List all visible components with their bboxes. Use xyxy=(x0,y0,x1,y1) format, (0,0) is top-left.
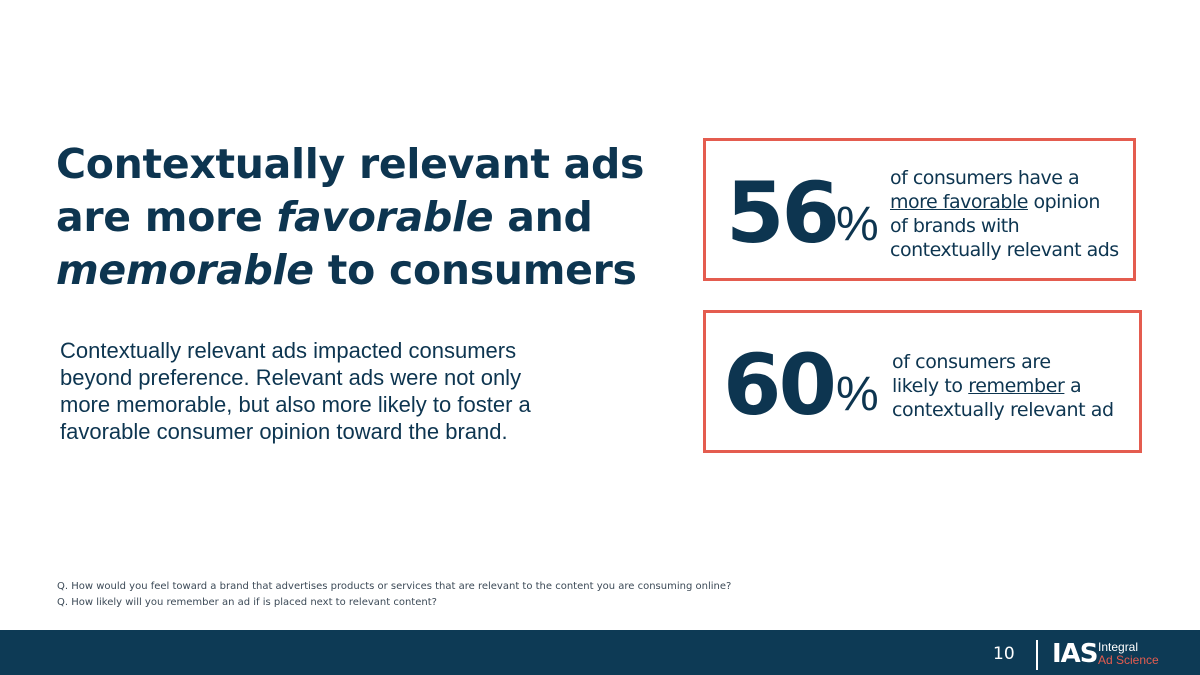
title-emphasis-memorable: memorable xyxy=(56,246,314,294)
stat-desc-line-2-start: likely to xyxy=(892,375,969,397)
body-line-1: Contextually relevant ads impacted consu… xyxy=(60,338,517,363)
body-line-2: beyond preference. Relevant ads were not… xyxy=(60,365,522,390)
stat-desc-underlined: more favorable xyxy=(890,191,1028,213)
ias-logo: IAS Integral Ad Science xyxy=(1052,638,1162,670)
title-line-2-end: and xyxy=(493,193,593,241)
body-line-3: more memorable, but also more likely to … xyxy=(60,392,531,417)
stat-desc-line-2-end: a xyxy=(1064,375,1082,397)
stat-desc-line-3: contextually relevant ad xyxy=(892,399,1114,421)
logo-mark: IAS xyxy=(1052,639,1099,669)
logo-wordmark-integral: Integral xyxy=(1098,640,1139,654)
stat-card-memorable: 60 % of consumers are likely to remember… xyxy=(703,310,1142,453)
stat-number: 56 xyxy=(726,164,840,262)
page-number: 10 xyxy=(993,644,1015,664)
title-emphasis-favorable: favorable xyxy=(276,193,494,241)
footer-divider xyxy=(1036,640,1038,670)
stat-card-favorable: 56 % of consumers have a more favorable … xyxy=(703,138,1136,281)
stat-desc-line-3: of brands with xyxy=(890,215,1020,237)
stat-number: 60 xyxy=(723,336,837,434)
body-line-4: favorable consumer opinion toward the br… xyxy=(60,419,508,444)
stat-percent-sign: % xyxy=(836,368,879,421)
logo-wordmark-ad-science: Ad Science xyxy=(1098,653,1159,667)
title-line-1: Contextually relevant ads xyxy=(56,140,645,188)
stat-desc-line-4: contextually relevant ads xyxy=(890,239,1119,261)
stat-description: of consumers have a more favorable opini… xyxy=(890,166,1119,262)
body-paragraph: Contextually relevant ads impacted consu… xyxy=(60,337,600,445)
stat-desc-line-1: of consumers have a xyxy=(890,167,1080,189)
slide-title: Contextually relevant ads are more favor… xyxy=(56,138,656,297)
title-line-2-text: are more xyxy=(56,193,277,241)
stat-desc-line-2-end: opinion xyxy=(1027,191,1100,213)
stat-desc-underlined: remember xyxy=(968,375,1065,397)
stat-description: of consumers are likely to remember a co… xyxy=(892,350,1114,422)
footnote-question-1: Q. How would you feel toward a brand tha… xyxy=(57,581,732,592)
footer-bar: 10 IAS Integral Ad Science xyxy=(0,630,1200,675)
footnote-question-2: Q. How likely will you remember an ad if… xyxy=(57,597,437,608)
footnotes: Q. How would you feel toward a brand tha… xyxy=(57,579,1057,611)
title-line-3-end: to consumers xyxy=(313,246,637,294)
stat-percent-sign: % xyxy=(836,198,879,251)
stat-desc-line-1: of consumers are xyxy=(892,351,1051,373)
